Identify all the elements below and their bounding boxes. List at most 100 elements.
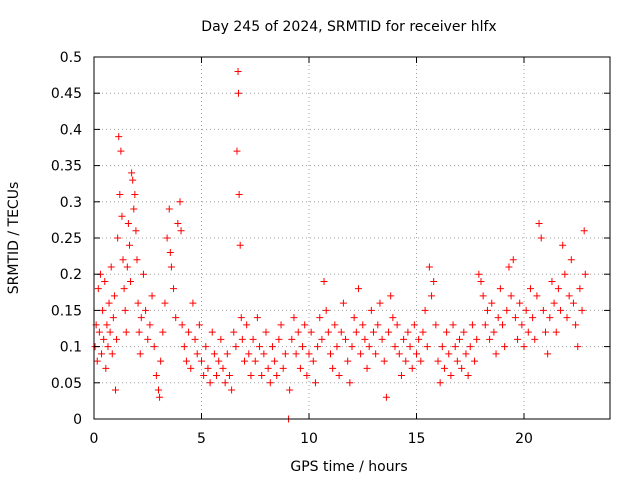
data-point	[417, 357, 425, 365]
data-point	[557, 306, 565, 314]
data-point	[410, 321, 418, 329]
data-point	[464, 372, 472, 380]
data-point	[108, 350, 116, 358]
data-point	[233, 147, 241, 155]
data-point	[116, 191, 124, 199]
data-point	[572, 321, 580, 329]
data-point	[430, 277, 438, 285]
data-point	[462, 350, 470, 358]
data-point	[170, 285, 178, 293]
data-point	[303, 372, 311, 380]
data-point	[123, 263, 131, 271]
data-point	[376, 299, 384, 307]
data-point	[200, 372, 208, 380]
data-point	[542, 328, 549, 336]
data-point	[395, 350, 403, 358]
data-point	[494, 314, 502, 322]
data-point	[299, 343, 307, 351]
data-point	[436, 379, 444, 387]
data-point	[167, 263, 175, 271]
data-point	[260, 350, 268, 358]
data-point	[292, 350, 300, 358]
data-point	[178, 321, 186, 329]
data-point	[238, 335, 246, 343]
data-point	[507, 292, 515, 300]
data-point	[529, 314, 537, 322]
data-point	[440, 364, 448, 372]
data-point	[124, 220, 132, 228]
data-point	[144, 335, 152, 343]
data-point	[402, 357, 410, 365]
data-point	[150, 343, 158, 351]
data-point	[107, 263, 115, 271]
plot-frame	[93, 56, 611, 420]
data-point	[236, 241, 244, 249]
data-point	[496, 285, 504, 293]
data-point	[198, 357, 205, 365]
data-point	[228, 386, 236, 394]
data-point	[578, 306, 586, 314]
data-point	[348, 343, 356, 351]
x-tick-label: 20	[515, 431, 533, 447]
data-point	[359, 321, 367, 329]
data-point	[93, 357, 101, 365]
data-point	[327, 350, 334, 358]
data-point	[526, 285, 534, 293]
data-point	[189, 299, 197, 307]
data-point	[432, 321, 440, 329]
data-point	[342, 335, 350, 343]
x-axis-label: GPS time / hours	[290, 459, 407, 475]
data-point	[475, 270, 483, 278]
data-point	[142, 306, 150, 314]
data-point	[128, 169, 136, 177]
data-point	[365, 343, 373, 351]
data-point	[258, 372, 266, 380]
data-point	[204, 364, 212, 372]
data-point	[391, 343, 399, 351]
data-point	[210, 350, 218, 358]
data-point	[544, 350, 552, 358]
data-point	[344, 357, 352, 365]
data-point	[576, 285, 584, 293]
data-point	[301, 321, 309, 329]
data-point	[569, 299, 577, 307]
data-point	[423, 343, 431, 351]
data-point	[524, 328, 532, 336]
data-point	[294, 328, 302, 336]
data-point	[393, 321, 401, 329]
data-point	[208, 328, 216, 336]
data-point	[264, 364, 272, 372]
data-point	[503, 306, 511, 314]
y-tick-label: 0	[73, 412, 82, 428]
y-tick-label: 0.35	[51, 159, 82, 175]
data-point	[449, 321, 457, 329]
data-point	[234, 89, 242, 97]
data-point	[191, 335, 199, 343]
data-point	[137, 314, 145, 322]
data-point	[103, 321, 111, 329]
data-point	[548, 277, 556, 285]
data-point	[413, 350, 420, 358]
data-point	[219, 364, 227, 372]
data-point	[385, 328, 393, 336]
data-point	[174, 220, 182, 228]
data-point	[309, 357, 317, 365]
data-point	[488, 299, 496, 307]
data-point	[550, 299, 558, 307]
data-point	[251, 357, 259, 365]
data-point	[387, 292, 395, 300]
data-point	[100, 335, 108, 343]
data-point	[277, 321, 285, 329]
data-point	[129, 176, 137, 184]
y-tick-label: 0.15	[51, 303, 82, 319]
data-point	[318, 335, 326, 343]
data-point	[307, 328, 315, 336]
data-point	[225, 372, 233, 380]
data-point	[234, 67, 242, 75]
data-point	[268, 343, 276, 351]
data-point	[331, 321, 339, 329]
data-point	[156, 393, 164, 401]
data-point	[139, 270, 147, 278]
data-point	[518, 321, 526, 329]
